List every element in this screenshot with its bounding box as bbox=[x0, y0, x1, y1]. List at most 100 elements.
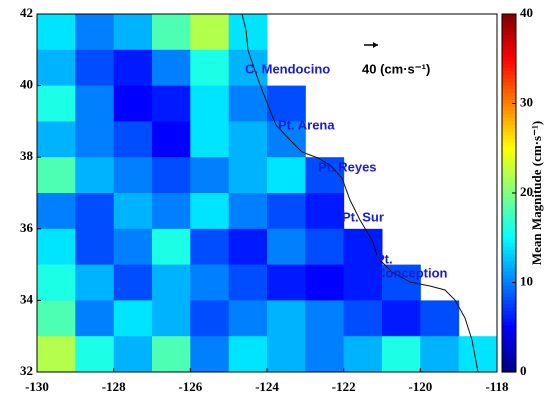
colorbar-step bbox=[502, 307, 516, 312]
heatmap bbox=[37, 14, 498, 373]
colorbar-step bbox=[502, 132, 516, 137]
cell bbox=[343, 264, 383, 301]
colorbar-tick-label: 30 bbox=[520, 94, 533, 109]
colorbar-step bbox=[502, 225, 516, 230]
cell bbox=[75, 300, 115, 337]
colorbar-step bbox=[502, 314, 516, 319]
colorbar-step bbox=[502, 364, 516, 370]
cell bbox=[152, 264, 191, 301]
cell bbox=[152, 300, 191, 337]
colorbar-step bbox=[502, 42, 516, 47]
cell bbox=[113, 228, 153, 266]
y-tick-label: 34 bbox=[20, 291, 34, 306]
colorbar-step bbox=[502, 24, 516, 29]
colorbar-step bbox=[502, 171, 516, 176]
colorbar-step bbox=[502, 214, 516, 219]
cell bbox=[113, 157, 153, 194]
colorbar-step bbox=[502, 357, 516, 362]
cell bbox=[343, 300, 383, 337]
colorbar-step bbox=[502, 361, 516, 366]
cell bbox=[228, 193, 268, 230]
colorbar-step bbox=[502, 368, 516, 373]
colorbar-step bbox=[502, 164, 516, 169]
colorbar-step bbox=[502, 139, 516, 144]
colorbar-step bbox=[502, 293, 516, 298]
cell bbox=[113, 264, 153, 301]
colorbar-step bbox=[502, 107, 516, 112]
cell bbox=[305, 157, 345, 194]
cell bbox=[305, 264, 345, 301]
cell bbox=[267, 300, 306, 337]
colorbar-step bbox=[502, 89, 516, 94]
cell bbox=[75, 336, 115, 373]
colorbar-step bbox=[502, 332, 516, 337]
scale-label: 40 (cm·s⁻¹) bbox=[362, 61, 430, 76]
cell bbox=[75, 264, 115, 301]
colorbar-step bbox=[502, 92, 516, 97]
colorbar-step bbox=[502, 46, 516, 51]
colorbar-label: Mean Magnitude (cm·s⁻¹) bbox=[529, 121, 544, 265]
cell bbox=[75, 193, 115, 230]
cell bbox=[37, 85, 76, 122]
x-tick-label: -126 bbox=[178, 379, 202, 394]
y-tick-label: 42 bbox=[20, 5, 33, 20]
cell bbox=[37, 121, 76, 158]
colorbar-step bbox=[502, 203, 516, 208]
cell bbox=[228, 300, 268, 337]
cell bbox=[228, 121, 268, 158]
cell bbox=[75, 49, 115, 87]
cell bbox=[113, 193, 153, 230]
colorbar-step bbox=[502, 167, 516, 173]
cell bbox=[228, 264, 268, 301]
colorbar-step bbox=[502, 218, 516, 223]
colorbar-tick-label: 40 bbox=[520, 5, 533, 20]
colorbar-step bbox=[502, 243, 516, 248]
colorbar-step bbox=[502, 60, 516, 65]
colorbar-step bbox=[502, 257, 516, 262]
cell bbox=[37, 49, 76, 87]
cell bbox=[37, 300, 76, 337]
colorbar-step bbox=[502, 235, 516, 241]
colorbar-step bbox=[502, 275, 516, 280]
cell bbox=[343, 228, 383, 266]
colorbar-step bbox=[502, 78, 516, 83]
cell bbox=[152, 157, 191, 194]
colorbar-step bbox=[502, 246, 516, 251]
cell bbox=[267, 121, 306, 158]
colorbar-step bbox=[502, 64, 516, 69]
colorbar-step bbox=[502, 253, 516, 259]
colorbar-step bbox=[502, 21, 516, 26]
cell bbox=[190, 264, 230, 301]
cell bbox=[152, 121, 191, 158]
colorbar-step bbox=[502, 318, 516, 323]
colorbar-step bbox=[502, 14, 516, 19]
colorbar-step bbox=[502, 289, 516, 294]
y-tick-label: 38 bbox=[20, 148, 34, 163]
place-label: Conception bbox=[376, 265, 448, 280]
cell bbox=[420, 300, 460, 337]
colorbar-step bbox=[502, 121, 516, 126]
cell bbox=[228, 157, 268, 194]
y-tick-label: 36 bbox=[20, 220, 34, 235]
colorbar-step bbox=[502, 110, 516, 115]
cell bbox=[228, 49, 268, 87]
colorbar-step bbox=[502, 232, 516, 237]
cell bbox=[190, 121, 230, 158]
colorbar-step bbox=[502, 99, 516, 105]
cell bbox=[190, 228, 230, 266]
colorbar-step bbox=[502, 339, 516, 344]
place-label: Pt. Sur bbox=[342, 209, 384, 224]
cell bbox=[152, 14, 191, 51]
colorbar-step bbox=[502, 321, 516, 327]
place-label: C. Mendocino bbox=[245, 61, 330, 76]
colorbar-step bbox=[502, 189, 516, 194]
colorbar-step bbox=[502, 150, 516, 155]
colorbar-tick-label: 20 bbox=[520, 184, 533, 199]
y-tick-label: 32 bbox=[20, 363, 33, 378]
cell bbox=[305, 228, 345, 266]
colorbar-step bbox=[502, 39, 516, 44]
cell bbox=[190, 85, 230, 122]
cell bbox=[113, 49, 153, 87]
x-tick-label: -130 bbox=[25, 379, 49, 394]
colorbar-step bbox=[502, 185, 516, 191]
